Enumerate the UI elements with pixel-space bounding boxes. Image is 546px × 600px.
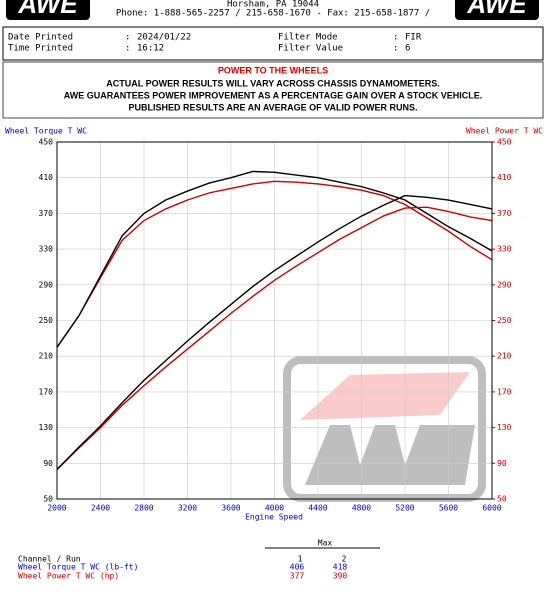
y-axis-title: Wheel Torque T WC (5, 127, 87, 136)
watermark (283, 356, 486, 502)
x-tick-label: 4400 (308, 504, 327, 513)
plot: 50 90 130 170 210 250 290 330 370 410 450 50 90 130 17… (39, 138, 512, 513)
y2-tick-label: 410 (497, 173, 512, 182)
table-run: 2 (342, 555, 347, 564)
y-tick-label: 410 (39, 173, 54, 182)
y2-tick-label: 250 (497, 316, 512, 325)
y-tick-label: 130 (39, 423, 54, 432)
logo-right: AWE (466, 0, 527, 19)
series-line (56, 194, 493, 471)
y2-tick-label: 210 (497, 352, 512, 361)
table-cell: 406 (290, 563, 305, 572)
info-value: 2024/01/22 (137, 33, 191, 43)
y2-tick-label: 130 (497, 423, 512, 432)
y-tick-label: 330 (39, 245, 54, 254)
table-channel-label: Channel / Run (18, 555, 81, 564)
y2-tick-label: 290 (497, 280, 512, 289)
notice-line: PUBLISHED RESULTS ARE AN AVERAGE OF VALI… (128, 102, 417, 112)
notice-title: POWER TO THE WHEELS (218, 65, 328, 75)
series-line (56, 170, 493, 348)
x-tick-label: 4000 (265, 504, 284, 513)
info-sep: : (125, 44, 130, 54)
info-label: Filter Mode (278, 33, 338, 43)
series-line (56, 206, 493, 471)
x-tick-label: 5600 (439, 504, 458, 513)
x-tick-label: 6000 (482, 504, 501, 513)
y2-tick-label: 330 (497, 245, 512, 254)
y2-tick-label: 170 (497, 387, 512, 396)
y-tick-label: 50 (43, 495, 53, 504)
y2-axis-title: Wheel Power T WC (466, 127, 543, 136)
table-run: 1 (298, 555, 303, 564)
x-tick-label: 5200 (395, 504, 414, 513)
notice-box (2, 61, 544, 119)
series-line (56, 180, 493, 348)
x-tick-label: 3200 (178, 504, 197, 513)
y-tick-label: 370 (39, 209, 54, 218)
notice-line: AWE GUARANTEES POWER IMPROVEMENT AS A PE… (64, 90, 483, 100)
x-tick-label: 4800 (352, 504, 371, 513)
info-label: Time Printed (8, 44, 73, 54)
y2-tick-label: 450 (497, 138, 512, 147)
info-sep: : (393, 44, 398, 54)
info-label: Filter Value (278, 44, 343, 54)
x-tick-label: 2800 (134, 504, 153, 513)
info-box (2, 26, 544, 61)
info-sep: : (393, 33, 398, 43)
x-tick-label: 2400 (91, 504, 110, 513)
y2-tick-label: 90 (497, 459, 507, 468)
table-header: Max (318, 539, 333, 548)
plot-frame (56, 141, 493, 500)
y2-tick-label: 370 (497, 209, 512, 218)
y2-tick-label: 50 (497, 495, 507, 504)
logo-left: AWE (17, 0, 78, 19)
x-tick-label: 3600 (221, 504, 240, 513)
y-tick-label: 170 (39, 387, 54, 396)
table-cell: 377 (290, 572, 305, 581)
address: Horsham, PA 19044 (227, 0, 319, 10)
table-cell: 390 (333, 572, 348, 581)
table-row-name: Wheel Power T WC (hp) (18, 572, 119, 581)
notice-line: ACTUAL POWER RESULTS WILL VARY ACROSS CH… (106, 78, 440, 88)
phone: Phone: 1-888-565-2257 / 215-658-1670 - F… (116, 9, 430, 19)
logo-right-box (455, 0, 539, 20)
logo-left-box (6, 0, 90, 20)
info-value: FIR (405, 33, 422, 43)
y-tick-label: 90 (43, 459, 53, 468)
info-label: Date Printed (8, 33, 73, 43)
y-tick-label: 250 (39, 316, 54, 325)
x-tick-label: 2000 (47, 504, 66, 513)
y-tick-label: 210 (39, 352, 54, 361)
y-tick-label: 450 (39, 138, 54, 147)
y-tick-label: 290 (39, 280, 54, 289)
x-axis-title: Engine Speed (245, 513, 303, 522)
info-value: 16:12 (137, 44, 164, 54)
table-cell: 418 (333, 563, 348, 572)
table-row-name: Wheel Torque T WC (lb-ft) (18, 563, 138, 572)
info-value: 6 (405, 44, 410, 54)
info-sep: : (125, 33, 130, 43)
